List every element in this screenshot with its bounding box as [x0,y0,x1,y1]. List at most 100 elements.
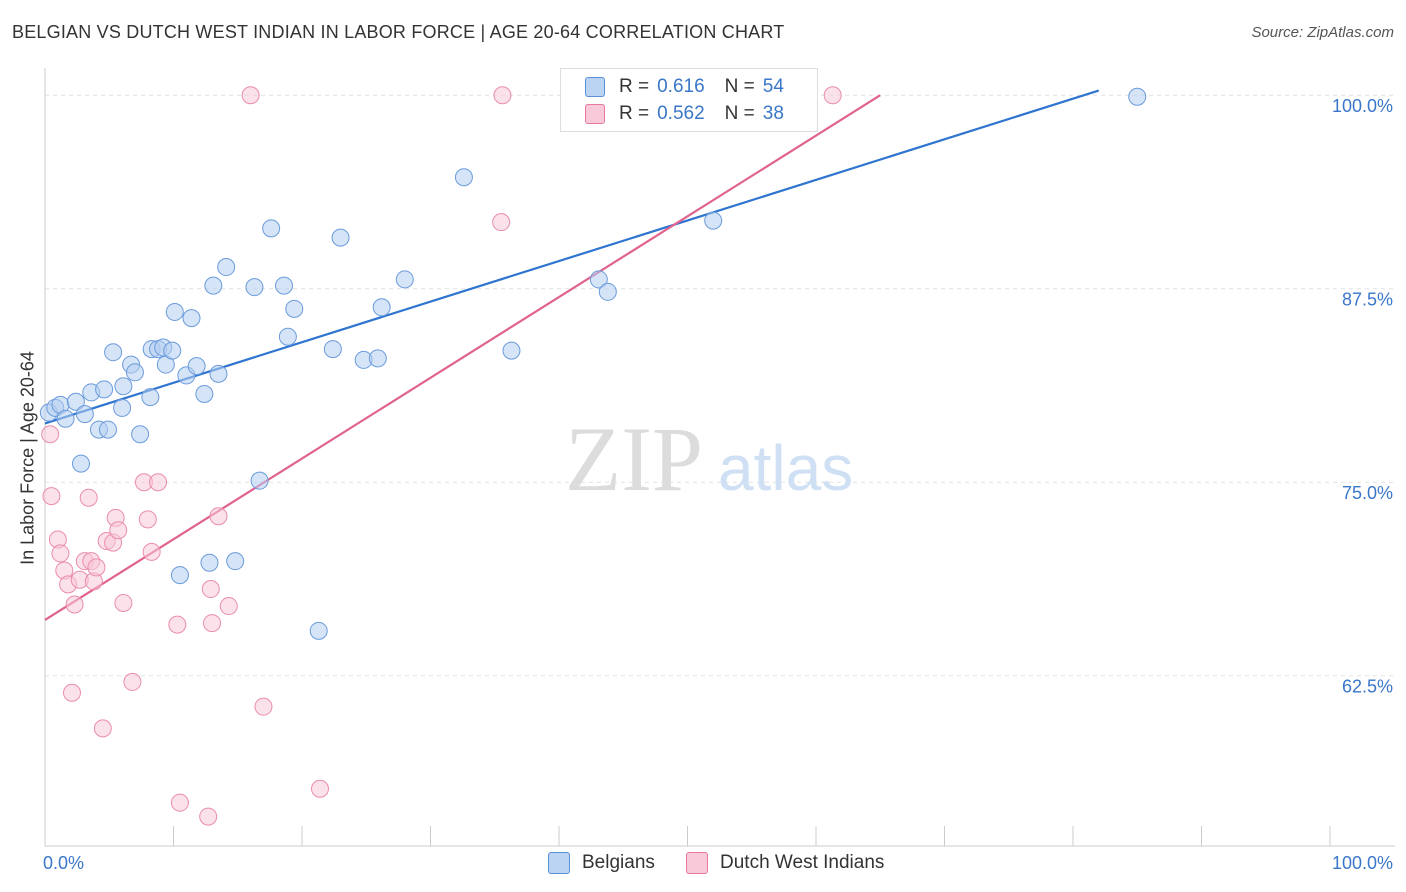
dutch-point [823,86,842,105]
legend-dutch-n: 38 [762,103,784,124]
dutch-point [203,614,222,633]
legend-row-dutch: R = 0.562 N = 38 [585,103,792,125]
belgians-point [372,298,391,317]
watermark-zip: ZIP [565,408,703,510]
legend-row-belgians: R = 0.616 N = 54 [585,76,792,98]
belgians-point [275,276,294,295]
belgians-point [195,384,214,403]
axes [44,68,1395,847]
legend-n-label: N = [724,103,755,124]
dutch-point [493,86,512,105]
legend-r-label: R = [619,76,650,97]
belgians-legend-swatch [548,852,570,874]
belgians-point [502,341,521,360]
trend-lines [44,89,1100,621]
belgians-point [104,343,123,362]
chart-title: BELGIAN VS DUTCH WEST INDIAN IN LABOR FO… [12,22,785,42]
dutch-swatch [585,104,605,124]
belgians-point [204,276,223,295]
dutch-point [123,672,142,691]
x-tick-label: 0.0% [43,853,84,873]
belgians-swatch [585,77,605,97]
y-axis-label: In Labor Force | Age 20-64 [17,351,38,565]
dutch-legend-swatch [686,852,708,874]
belgians-point [95,380,114,399]
legend-belgians-r: 0.616 [657,76,705,97]
chart-source: Source: ZipAtlas.com [1251,24,1394,41]
belgians-trend-line [44,89,1100,425]
belgians-point [598,282,617,301]
belgians-point [75,405,94,424]
dutch-point [209,507,228,526]
legend-dutch-label: Dutch West Indians [720,852,885,873]
dutch-point [87,558,106,577]
dutch-point [93,719,112,738]
belgians-point [170,566,189,585]
tick-labels: 62.5% 75.0% 87.5% 100.0% 0.0% 100.0% [43,96,1393,873]
dutch-point [492,213,511,232]
watermark: ZIP atlas [565,408,853,510]
belgians-point [56,409,75,428]
belgians-point [165,302,184,321]
belgians-point [250,471,269,490]
belgians-point [454,168,473,187]
belgians-point [309,621,328,640]
dutch-trend-line [44,94,881,621]
legend-belgians-label: Belgians [582,852,655,873]
dutch-point [51,544,70,563]
belgians-point [245,278,264,297]
belgians-point [226,552,245,571]
y-tick-label: 87.5% [1342,290,1393,310]
dutch-point [41,425,60,444]
belgians-point [323,340,342,359]
y-tick-label: 62.5% [1342,677,1393,697]
belgians-point [262,219,281,238]
legend-belgians-n: 54 [762,76,784,97]
dutch-point [310,779,329,798]
dutch-point [170,793,189,812]
belgians-point [113,398,132,417]
y-tick-label: 100.0% [1332,96,1393,116]
belgians-point [704,211,723,230]
dutch-point [42,487,61,506]
belgians-point [331,228,350,247]
dutch-point [109,521,128,540]
dutch-point [254,697,273,716]
belgians-point [217,258,236,277]
x-tick-label: 100.0% [1332,853,1393,873]
belgians-point [98,420,117,439]
belgians-point [182,309,201,328]
dutch-point [201,580,220,599]
dutch-point [138,510,157,529]
belgians-point [71,454,90,473]
y-tick-label: 75.0% [1342,483,1393,503]
gridlines [45,94,1395,677]
belgians-point [131,425,150,444]
belgians-point [589,270,608,289]
belgians-point [368,349,387,368]
watermark-atlas: atlas [718,432,853,504]
legend-n-label: N = [724,76,755,97]
dutch-point [219,597,238,616]
belgians-point [163,341,182,360]
legend-item-dutch[interactable]: Dutch West Indians [686,852,884,874]
belgians-point [395,270,414,289]
belgians-point [114,377,133,396]
belgians-point [200,553,219,572]
correlation-legend: R = 0.616 N = 54 R = 0.562 N = 38 [560,68,818,132]
dutch-point [65,595,84,614]
belgians-point [125,363,144,382]
dutch-point [142,542,161,561]
legend-item-belgians[interactable]: Belgians [548,852,655,874]
belgians-point [187,357,206,376]
legend-r-label: R = [619,103,650,124]
dutch-point [168,615,187,634]
belgians-point [278,327,297,346]
belgians-point [141,388,160,407]
dutch-point [114,593,133,612]
belgians-point [209,364,228,383]
dutch-point [241,86,260,105]
dutch-point [199,807,218,826]
belgians-point [1128,87,1147,106]
